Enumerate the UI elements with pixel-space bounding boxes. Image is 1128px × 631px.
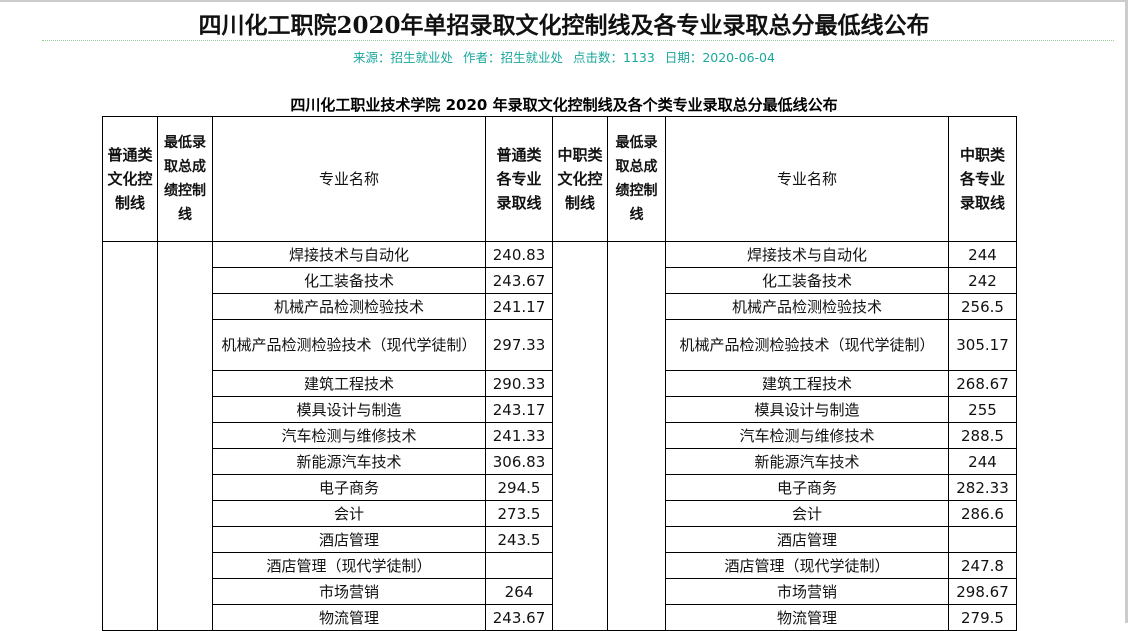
major-name-vocational: 市场营销 bbox=[665, 578, 949, 605]
vocational-score: 298.67 bbox=[948, 578, 1017, 605]
major-name-vocational: 机械产品检测检验技术 bbox=[665, 293, 949, 320]
header-vocational-culture-line: 中职类文化控制线 bbox=[552, 116, 608, 242]
table-row: 建筑工程技术 290.33 建筑工程技术 268.67 bbox=[103, 370, 1017, 397]
vocational-score: 282.33 bbox=[948, 474, 1017, 501]
major-name: 机械产品检测检验技术（现代学徒制） bbox=[212, 319, 486, 371]
click-count: 点击数：1133 bbox=[573, 50, 655, 65]
header-row: 普通类文化控制线 最低录取总成绩控制线 专业名称 普通类各专业录取线 中职类文化… bbox=[102, 116, 1017, 242]
major-name-vocational: 化工装备技术 bbox=[665, 267, 949, 294]
table-row: 酒店管理（现代学徒制） 酒店管理（现代学徒制） 247.8 bbox=[103, 552, 1017, 579]
major-name: 电子商务 bbox=[212, 474, 486, 501]
major-name: 焊接技术与自动化 bbox=[212, 241, 486, 268]
general-score: 264 bbox=[485, 578, 553, 605]
general-score: 243.17 bbox=[485, 396, 553, 423]
article-meta: 来源：招生就业处 作者：招生就业处 点击数：1133 日期：2020-06-04 bbox=[0, 47, 1128, 66]
vocational-score: 305.17 bbox=[948, 319, 1017, 371]
vocational-score: 242 bbox=[948, 267, 1017, 294]
general-score: 241.17 bbox=[485, 293, 553, 320]
date: 日期：2020-06-04 bbox=[664, 50, 775, 65]
major-name-vocational: 酒店管理 bbox=[665, 526, 949, 553]
general-score: 297.33 bbox=[485, 319, 553, 371]
vocational-score: 244 bbox=[948, 448, 1017, 475]
general-score: 273.5 bbox=[485, 500, 553, 527]
major-name: 酒店管理 bbox=[212, 526, 486, 553]
score-table: 普通类文化控制线 最低录取总成绩控制线 专业名称 普通类各专业录取线 中职类文化… bbox=[102, 116, 1017, 631]
major-name-vocational: 物流管理 bbox=[665, 604, 949, 631]
header-min-total-line: 最低录取总成绩控制线 bbox=[157, 116, 213, 242]
general-score: 241.33 bbox=[485, 422, 553, 449]
major-name-vocational: 汽车检测与维修技术 bbox=[665, 422, 949, 449]
vocational-score: 256.5 bbox=[948, 293, 1017, 320]
major-name: 模具设计与制造 bbox=[212, 396, 486, 423]
major-name-vocational: 机械产品检测检验技术（现代学徒制） bbox=[665, 319, 949, 371]
vocational-score: 268.67 bbox=[948, 370, 1017, 397]
major-name: 化工装备技术 bbox=[212, 267, 486, 294]
divider bbox=[42, 40, 1114, 41]
general-score: 240.83 bbox=[485, 241, 553, 268]
general-score: 243.67 bbox=[485, 267, 553, 294]
major-name: 酒店管理（现代学徒制） bbox=[212, 552, 486, 579]
major-name-vocational: 会计 bbox=[665, 500, 949, 527]
table-row: 汽车检测与维修技术 241.33 汽车检测与维修技术 288.5 bbox=[103, 422, 1017, 449]
general-culture-line-cell bbox=[102, 241, 158, 631]
vocational-score: 279.5 bbox=[948, 604, 1017, 631]
table-row: 新能源汽车技术 306.83 新能源汽车技术 244 bbox=[103, 448, 1017, 475]
vocational-score bbox=[948, 526, 1017, 553]
vocational-score: 244 bbox=[948, 241, 1017, 268]
author: 作者：招生就业处 bbox=[463, 50, 564, 65]
major-name: 建筑工程技术 bbox=[212, 370, 486, 397]
header-general-major-line: 普通类各专业录取线 bbox=[485, 116, 553, 242]
vocational-score: 286.6 bbox=[948, 500, 1017, 527]
general-score bbox=[485, 552, 553, 579]
major-name-vocational: 建筑工程技术 bbox=[665, 370, 949, 397]
major-name-vocational: 新能源汽车技术 bbox=[665, 448, 949, 475]
major-name-vocational: 焊接技术与自动化 bbox=[665, 241, 949, 268]
major-name: 新能源汽车技术 bbox=[212, 448, 486, 475]
major-name-vocational: 电子商务 bbox=[665, 474, 949, 501]
header-major-name: 专业名称 bbox=[212, 116, 486, 242]
general-score: 294.5 bbox=[485, 474, 553, 501]
vocational-culture-line-cell bbox=[552, 241, 608, 631]
vocational-score: 255 bbox=[948, 396, 1017, 423]
min-total-line-vocational-cell bbox=[607, 241, 666, 631]
general-score: 306.83 bbox=[485, 448, 553, 475]
source: 来源：招生就业处 bbox=[353, 50, 454, 65]
header-general-culture-line: 普通类文化控制线 bbox=[102, 116, 158, 242]
table-row: 机械产品检测检验技术 241.17 机械产品检测检验技术 256.5 bbox=[103, 293, 1017, 320]
major-name: 物流管理 bbox=[212, 604, 486, 631]
general-score: 243.67 bbox=[485, 604, 553, 631]
general-score: 290.33 bbox=[485, 370, 553, 397]
major-name-vocational: 模具设计与制造 bbox=[665, 396, 949, 423]
general-score: 243.5 bbox=[485, 526, 553, 553]
major-name: 会计 bbox=[212, 500, 486, 527]
table-title: 四川化工职业技术学院 2020 年录取文化控制线及各个类专业录取总分最低线公布 bbox=[290, 96, 838, 114]
major-name: 市场营销 bbox=[212, 578, 486, 605]
major-name: 汽车检测与维修技术 bbox=[212, 422, 486, 449]
header-vocational-major-line: 中职类各专业录取线 bbox=[948, 116, 1017, 242]
scrollbar-edge[interactable] bbox=[1125, 2, 1128, 623]
header-min-total-line-vocational: 最低录取总成绩控制线 bbox=[607, 116, 666, 242]
article-title: 四川化工职院2020年单招录取文化控制线及各专业录取总分最低线公布 bbox=[198, 12, 930, 39]
table-row: 机械产品检测检验技术（现代学徒制） 297.33 机械产品检测检验技术（现代学徒制）… bbox=[103, 319, 1017, 371]
header-major-name-vocational: 专业名称 bbox=[665, 116, 949, 242]
major-name: 机械产品检测检验技术 bbox=[212, 293, 486, 320]
vocational-score: 247.8 bbox=[948, 552, 1017, 579]
vocational-score: 288.5 bbox=[948, 422, 1017, 449]
table-row: 化工装备技术 243.67 化工装备技术 242 bbox=[103, 267, 1017, 294]
table-row: 酒店管理 243.5 酒店管理 bbox=[103, 526, 1017, 553]
major-name-vocational: 酒店管理（现代学徒制） bbox=[665, 552, 949, 579]
table-row: 焊接技术与自动化 240.83 焊接技术与自动化 244 bbox=[102, 241, 1017, 631]
min-total-line-cell bbox=[157, 241, 213, 631]
